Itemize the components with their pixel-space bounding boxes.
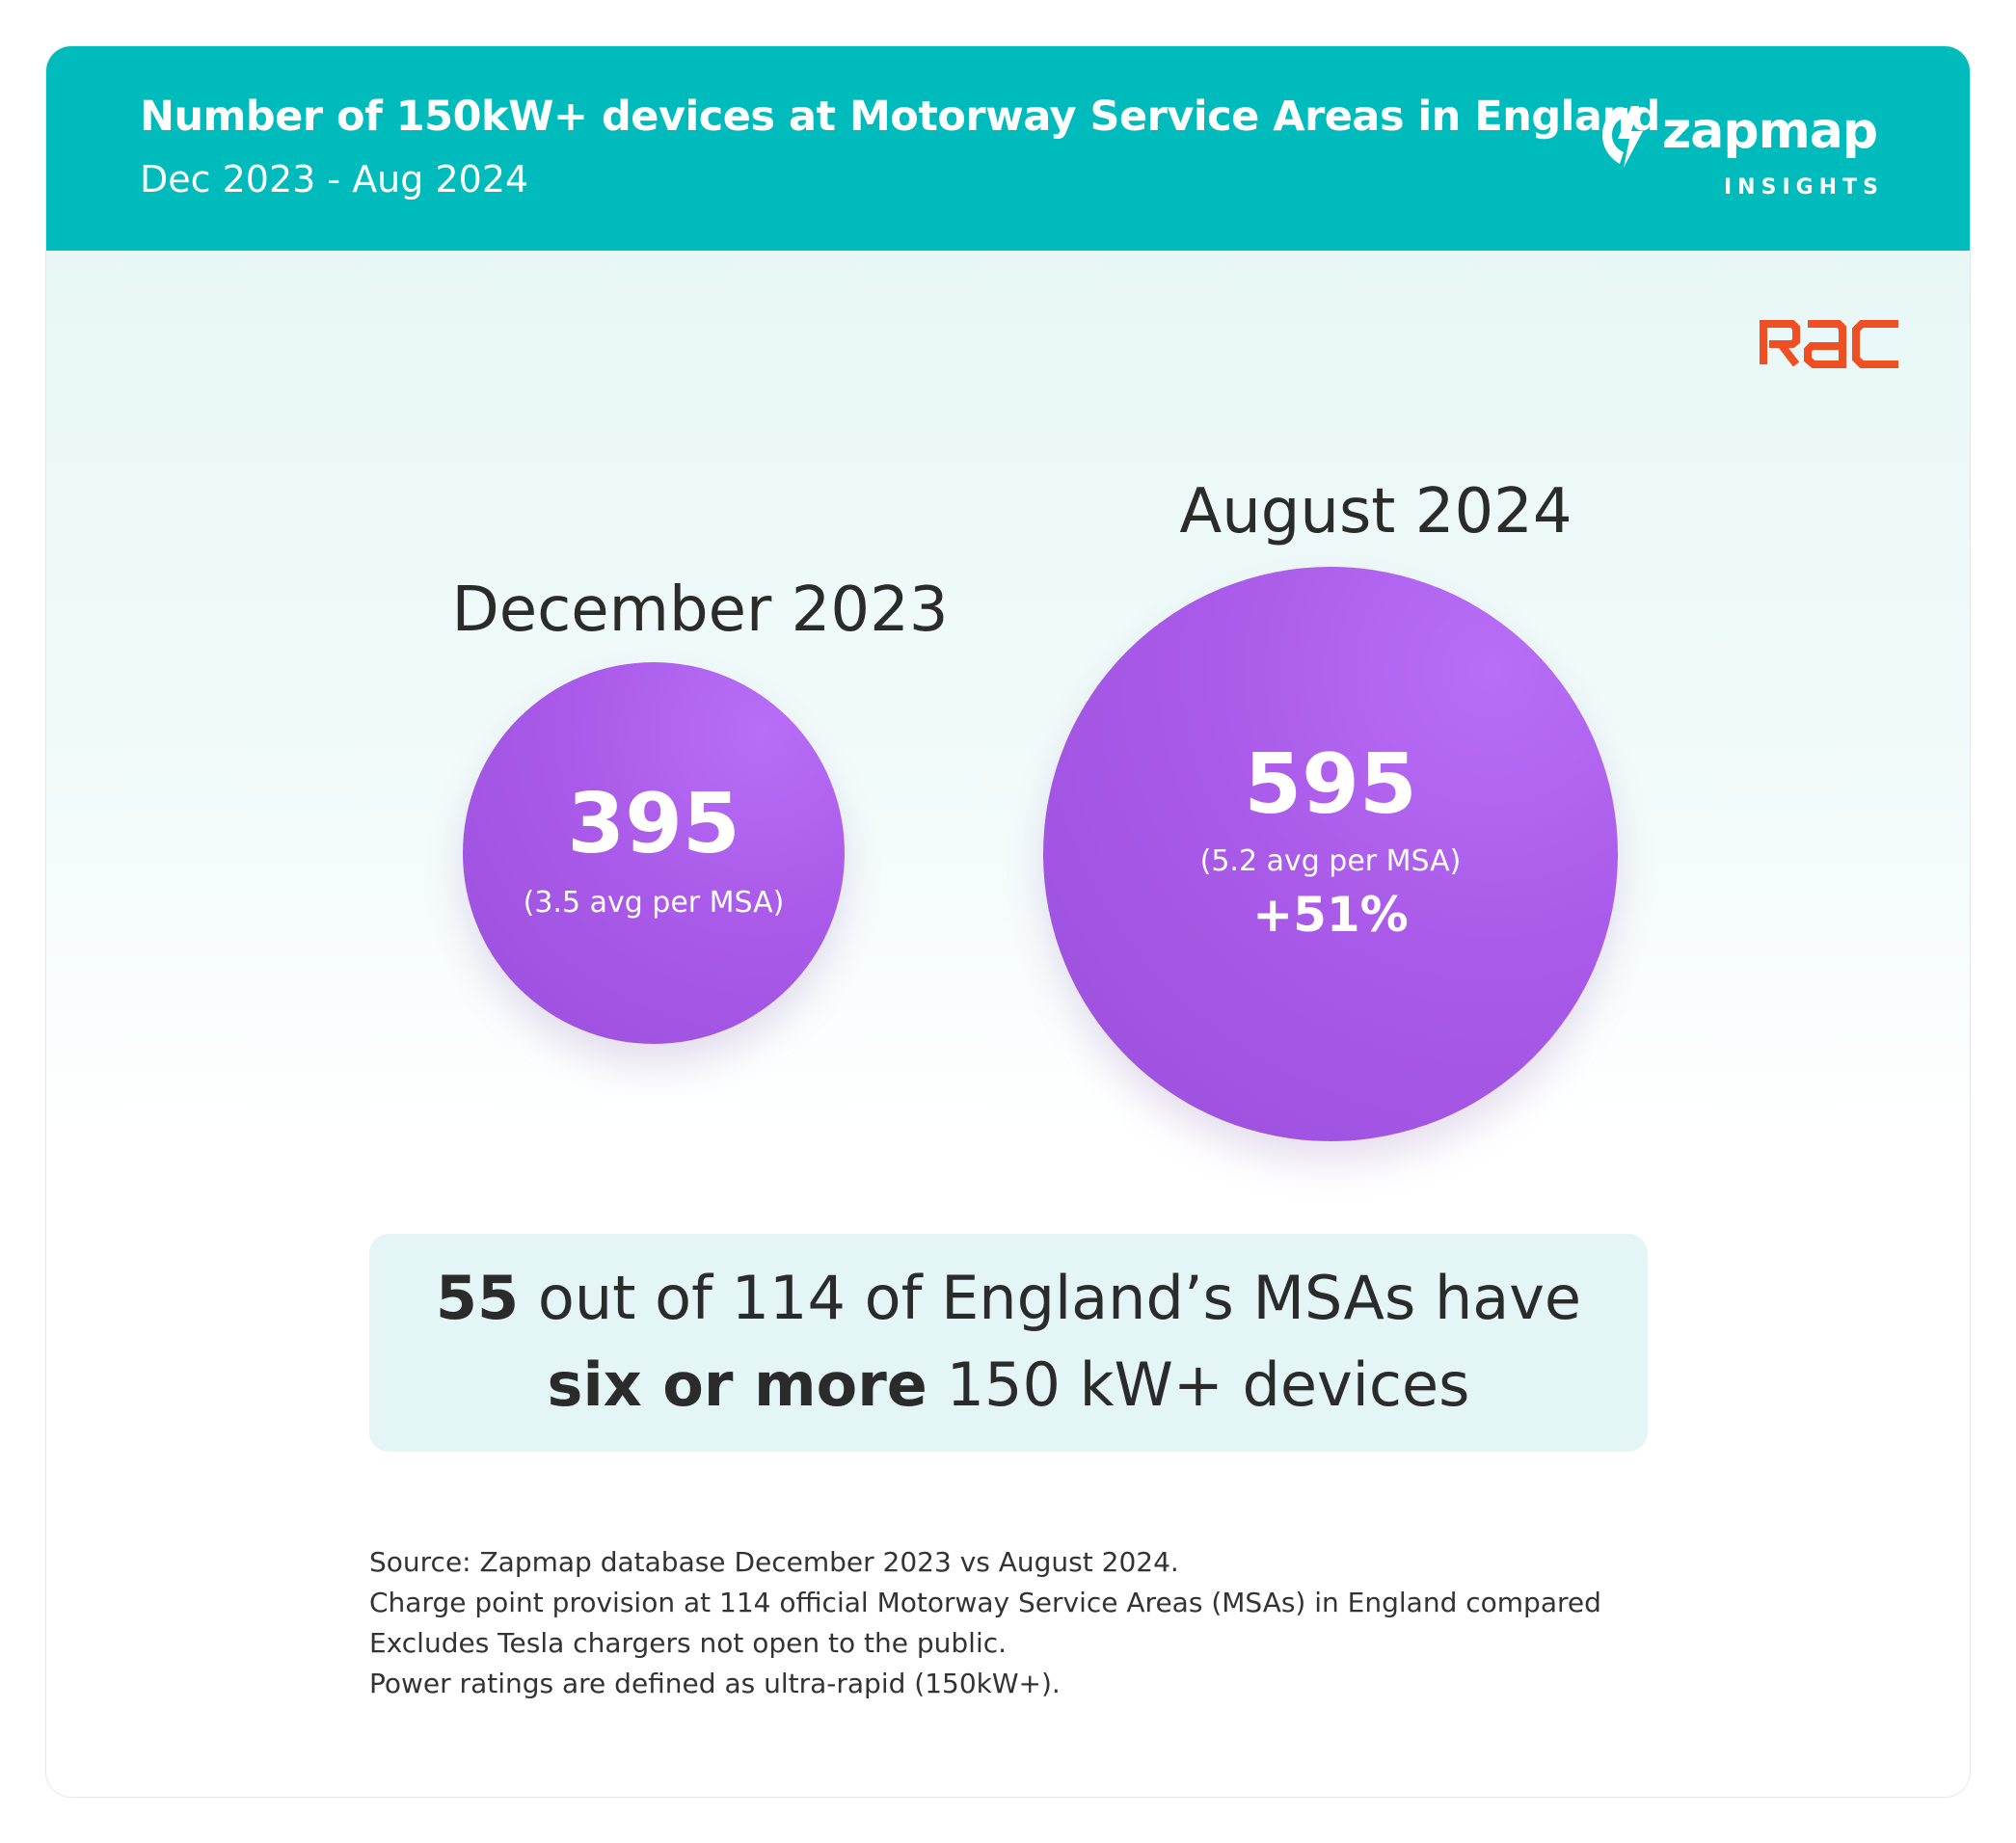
- source-line: Excludes Tesla chargers not open to the …: [369, 1627, 1008, 1659]
- bubble-dec-2023: 395 (3.5 avg per MSA): [463, 662, 845, 1044]
- zapmap-wordmark: zapmap: [1662, 102, 1878, 160]
- highlight-line-2: six or more 150 kW+ devices: [369, 1349, 1648, 1420]
- infographic-title: Number of 150kW+ devices at Motorway Ser…: [140, 93, 1660, 141]
- highlight-line-1: 55 out of 114 of England’s MSAs have: [369, 1263, 1648, 1333]
- zapmap-insights-label: INSIGHTS: [1724, 175, 1884, 200]
- highlight-count: 55: [435, 1263, 520, 1333]
- highlight-statement: 55 out of 114 of England’s MSAs have six…: [369, 1234, 1648, 1452]
- source-line: Charge point provision at 114 official M…: [369, 1587, 1601, 1618]
- growth-percentage: +51%: [1252, 887, 1409, 943]
- source-line: Source: Zapmap database December 2023 vs…: [369, 1546, 1179, 1578]
- rac-logo: [1760, 320, 1898, 368]
- date-range-subtitle: Dec 2023 - Aug 2024: [140, 158, 529, 200]
- device-count: 395: [567, 776, 740, 872]
- bubble-aug-2024: 595 (5.2 avg per MSA) +51%: [1043, 567, 1618, 1141]
- avg-per-msa: (3.5 avg per MSA): [523, 886, 785, 920]
- highlight-line-2-text: 150 kW+ devices: [927, 1349, 1470, 1420]
- source-line: Power ratings are defined as ultra-rapid…: [369, 1668, 1061, 1699]
- period-label-aug-2024: August 2024: [1179, 476, 1572, 548]
- header-banner: Number of 150kW+ devices at Motorway Ser…: [46, 46, 1970, 251]
- bolt-icon: [1602, 106, 1643, 168]
- highlight-line-1-text: out of 114 of England’s MSAs have: [519, 1263, 1582, 1333]
- infographic-card: Number of 150kW+ devices at Motorway Ser…: [46, 46, 1970, 1797]
- source-notes: Source: Zapmap database December 2023 vs…: [369, 1542, 1601, 1704]
- device-count: 595: [1244, 736, 1417, 833]
- highlight-threshold: six or more: [547, 1349, 927, 1420]
- period-label-dec-2023: December 2023: [451, 574, 949, 646]
- avg-per-msa: (5.2 avg per MSA): [1199, 844, 1462, 878]
- zapmap-logo: zapmap INSIGHTS: [1599, 100, 1897, 206]
